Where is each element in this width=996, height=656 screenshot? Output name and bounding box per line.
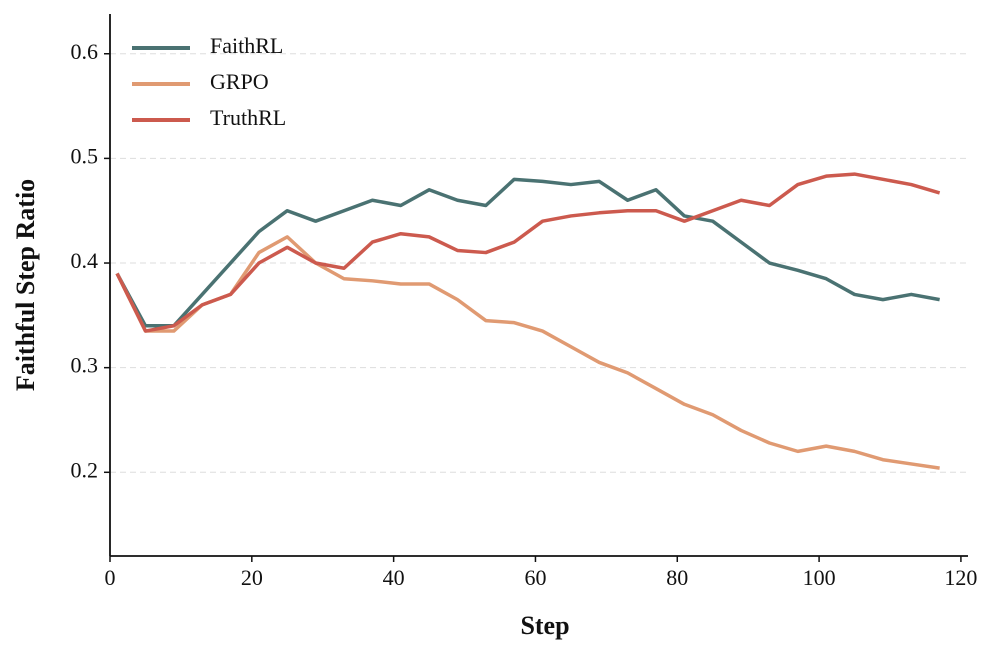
series-line	[115, 177, 940, 328]
series-line	[115, 172, 941, 333]
y-tick-label: 0.5	[71, 143, 99, 168]
y-tick-label: 0.6	[71, 39, 99, 64]
y-tick-label: 0.4	[71, 248, 99, 273]
x-tick-label: 60	[524, 565, 546, 590]
series-line	[115, 235, 940, 470]
legend-label: FaithRL	[210, 33, 283, 58]
x-axis-label: Step	[520, 611, 569, 640]
x-tick-label: 40	[383, 565, 405, 590]
x-tick-label: 0	[105, 565, 116, 590]
x-tick-label: 120	[944, 565, 977, 590]
y-axis-label: Faithful Step Ratio	[11, 179, 40, 391]
x-tick-label: 100	[803, 565, 836, 590]
y-tick-label: 0.3	[71, 353, 99, 378]
legend-label: TruthRL	[210, 105, 286, 130]
x-tick-label: 80	[666, 565, 688, 590]
legend-label: GRPO	[210, 69, 269, 94]
y-tick-label: 0.2	[71, 457, 99, 482]
x-tick-label: 20	[241, 565, 263, 590]
